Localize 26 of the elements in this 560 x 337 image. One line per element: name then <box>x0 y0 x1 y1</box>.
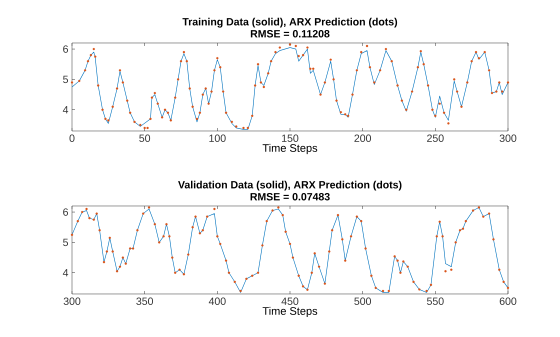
x-tick-label: 250 <box>427 134 444 142</box>
x-tick-label: 550 <box>426 298 444 305</box>
y-tick-label: 4 <box>62 106 68 114</box>
x-tick-label: 600 <box>500 298 516 305</box>
y-tick-label: 6 <box>63 45 68 53</box>
x-tick-label: 450 <box>281 298 298 305</box>
x-tick-label: 100 <box>209 134 226 142</box>
chart-title: Training Data (solid), ARX Prediction (dots) <box>182 18 398 28</box>
x-axis-title: Time Steps <box>262 144 318 154</box>
x-tick-label: 300 <box>64 298 80 305</box>
x-tick-label: 200 <box>354 134 372 142</box>
chart-subtitle: RMSE = 0.07483 <box>250 193 330 200</box>
x-tick-label: 50 <box>139 134 150 142</box>
x-tick-label: 150 <box>282 134 298 142</box>
x-tick-label: 350 <box>136 298 154 305</box>
chart-title: Validation Data (solid), ARX Prediction (dots) <box>178 180 402 191</box>
x-tick-label: 500 <box>354 298 372 305</box>
y-tick-label: 4 <box>62 269 68 276</box>
chart-subtitle: RMSE = 0.11208 <box>250 30 330 38</box>
x-axis-title: Time Steps <box>262 306 318 318</box>
x-tick-label: 400 <box>208 298 226 305</box>
y-tick-label: 6 <box>63 208 68 216</box>
x-tick-label: 0 <box>69 134 75 142</box>
x-tick-label: 300 <box>500 134 516 142</box>
y-tick-label: 5 <box>63 238 68 246</box>
y-tick-label: 5 <box>63 76 68 84</box>
